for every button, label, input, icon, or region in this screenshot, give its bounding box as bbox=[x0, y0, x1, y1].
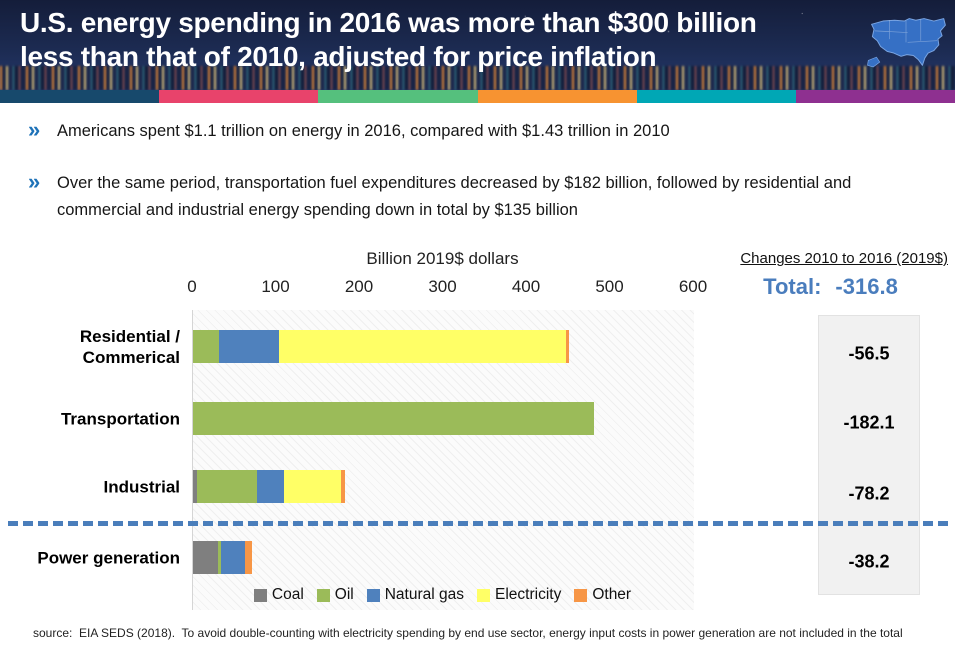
category-label: Industrial bbox=[103, 476, 180, 496]
legend-label: Electricity bbox=[495, 586, 562, 603]
change-value: -38.2 bbox=[848, 551, 890, 572]
end-use-vs-power-separator-line bbox=[8, 521, 948, 526]
x-tick-label: 200 bbox=[344, 277, 374, 296]
bar-segment-coal bbox=[193, 541, 219, 574]
bullet-arrow-icon: » bbox=[28, 117, 41, 142]
legend-item: Electricity bbox=[477, 586, 561, 604]
legend-label: Natural gas bbox=[384, 586, 464, 603]
header-banner: U.S. energy spending in 2016 was more th… bbox=[0, 0, 955, 90]
stripe-segment bbox=[795, 90, 955, 103]
x-tick-label: 0 bbox=[187, 277, 197, 296]
category-label: Transportation bbox=[60, 408, 180, 428]
legend-swatch-icon bbox=[366, 588, 380, 602]
stacked-bar bbox=[193, 541, 694, 574]
bullet-text: Americans spent $1.1 trillion on energy … bbox=[57, 122, 670, 140]
city-lights-decoration bbox=[0, 66, 955, 90]
total-change: Total: -316.8 bbox=[733, 274, 928, 300]
x-tick-label: 300 bbox=[428, 277, 457, 296]
page-title: U.S. energy spending in 2016 was more th… bbox=[20, 6, 850, 74]
stacked-bar bbox=[193, 402, 694, 435]
stripe-segment bbox=[636, 90, 796, 103]
bullet-item-2: » Over the same period, transportation f… bbox=[28, 170, 918, 224]
bar-segment-oil bbox=[193, 402, 594, 435]
bar-segment-natural-gas bbox=[218, 330, 279, 363]
change-value: -56.5 bbox=[848, 343, 890, 364]
stripe-segment bbox=[318, 90, 478, 103]
bar-segment-coal bbox=[193, 470, 198, 503]
legend-label: Other bbox=[592, 586, 632, 603]
category-label: Residential / Commerical bbox=[79, 326, 180, 367]
legend-item: Other bbox=[574, 586, 631, 604]
bullet-text: Over the same period, transportation fue… bbox=[57, 174, 852, 219]
bar-segment-oil bbox=[218, 541, 221, 574]
x-tick-label: 600 bbox=[678, 277, 708, 296]
legend-label: Coal bbox=[271, 586, 304, 603]
total-value: -316.8 bbox=[835, 274, 898, 299]
x-axis-ticks: 0 100 200 300 400 500 600 bbox=[187, 277, 707, 297]
legend-item: Natural gas bbox=[366, 586, 464, 604]
category-labels: Residential / Commerical Transportation Ind… bbox=[0, 310, 180, 610]
bar-segment-oil bbox=[197, 470, 258, 503]
category-label: Power generation bbox=[37, 547, 180, 567]
bar-segment-other bbox=[566, 330, 569, 363]
x-tick-label: 400 bbox=[511, 277, 541, 296]
us-map-icon bbox=[867, 18, 946, 68]
bullet-arrow-icon: » bbox=[28, 169, 41, 194]
legend-swatch-icon bbox=[253, 588, 267, 602]
chart-legend: Coal Oil Natural gas Electricity Other bbox=[192, 586, 693, 604]
bar-segment-other bbox=[244, 541, 253, 574]
legend-swatch-icon bbox=[316, 588, 330, 602]
accent-stripe bbox=[0, 90, 955, 103]
legend-label: Oil bbox=[334, 586, 354, 603]
change-value: -78.2 bbox=[848, 483, 890, 504]
change-value: -182.1 bbox=[843, 412, 895, 433]
legend-swatch-icon bbox=[477, 588, 490, 602]
page-title-line-1: U.S. energy spending in 2016 was more th… bbox=[20, 7, 757, 38]
x-tick-label: 100 bbox=[261, 277, 290, 296]
page-title-line-2: less than that of 2010, adjusted for pri… bbox=[20, 41, 657, 73]
stripe-segment bbox=[0, 90, 160, 103]
stacked-bar bbox=[193, 470, 694, 503]
stripe-segment bbox=[159, 90, 319, 103]
bar-segment-electricity bbox=[278, 330, 567, 363]
source-note: source: EIA SEDS (2018). To avoid double… bbox=[33, 626, 903, 640]
stripe-segment bbox=[477, 90, 637, 103]
total-label: Total: bbox=[763, 274, 822, 299]
bullet-item-1: » Americans spent $1.1 trillion on energ… bbox=[28, 118, 918, 145]
bar-segment-oil bbox=[193, 330, 219, 363]
legend-item: Oil bbox=[316, 586, 354, 604]
x-tick-label: 500 bbox=[595, 277, 624, 296]
legend-swatch-icon bbox=[574, 588, 588, 602]
x-axis-title: Billion 2019$ dollars bbox=[366, 249, 519, 268]
plot-area bbox=[192, 310, 694, 610]
bar-segment-natural-gas bbox=[220, 541, 245, 574]
changes-heading: Changes 2010 to 2016 (2019$) bbox=[740, 250, 948, 267]
bar-segment-electricity bbox=[284, 470, 341, 503]
legend-item: Coal bbox=[253, 586, 304, 604]
bar-segment-natural-gas bbox=[257, 470, 284, 503]
changes-panel: -56.5 -182.1 -78.2 -38.2 bbox=[818, 315, 920, 595]
bar-segment-other bbox=[340, 470, 345, 503]
stacked-bar bbox=[193, 330, 694, 363]
